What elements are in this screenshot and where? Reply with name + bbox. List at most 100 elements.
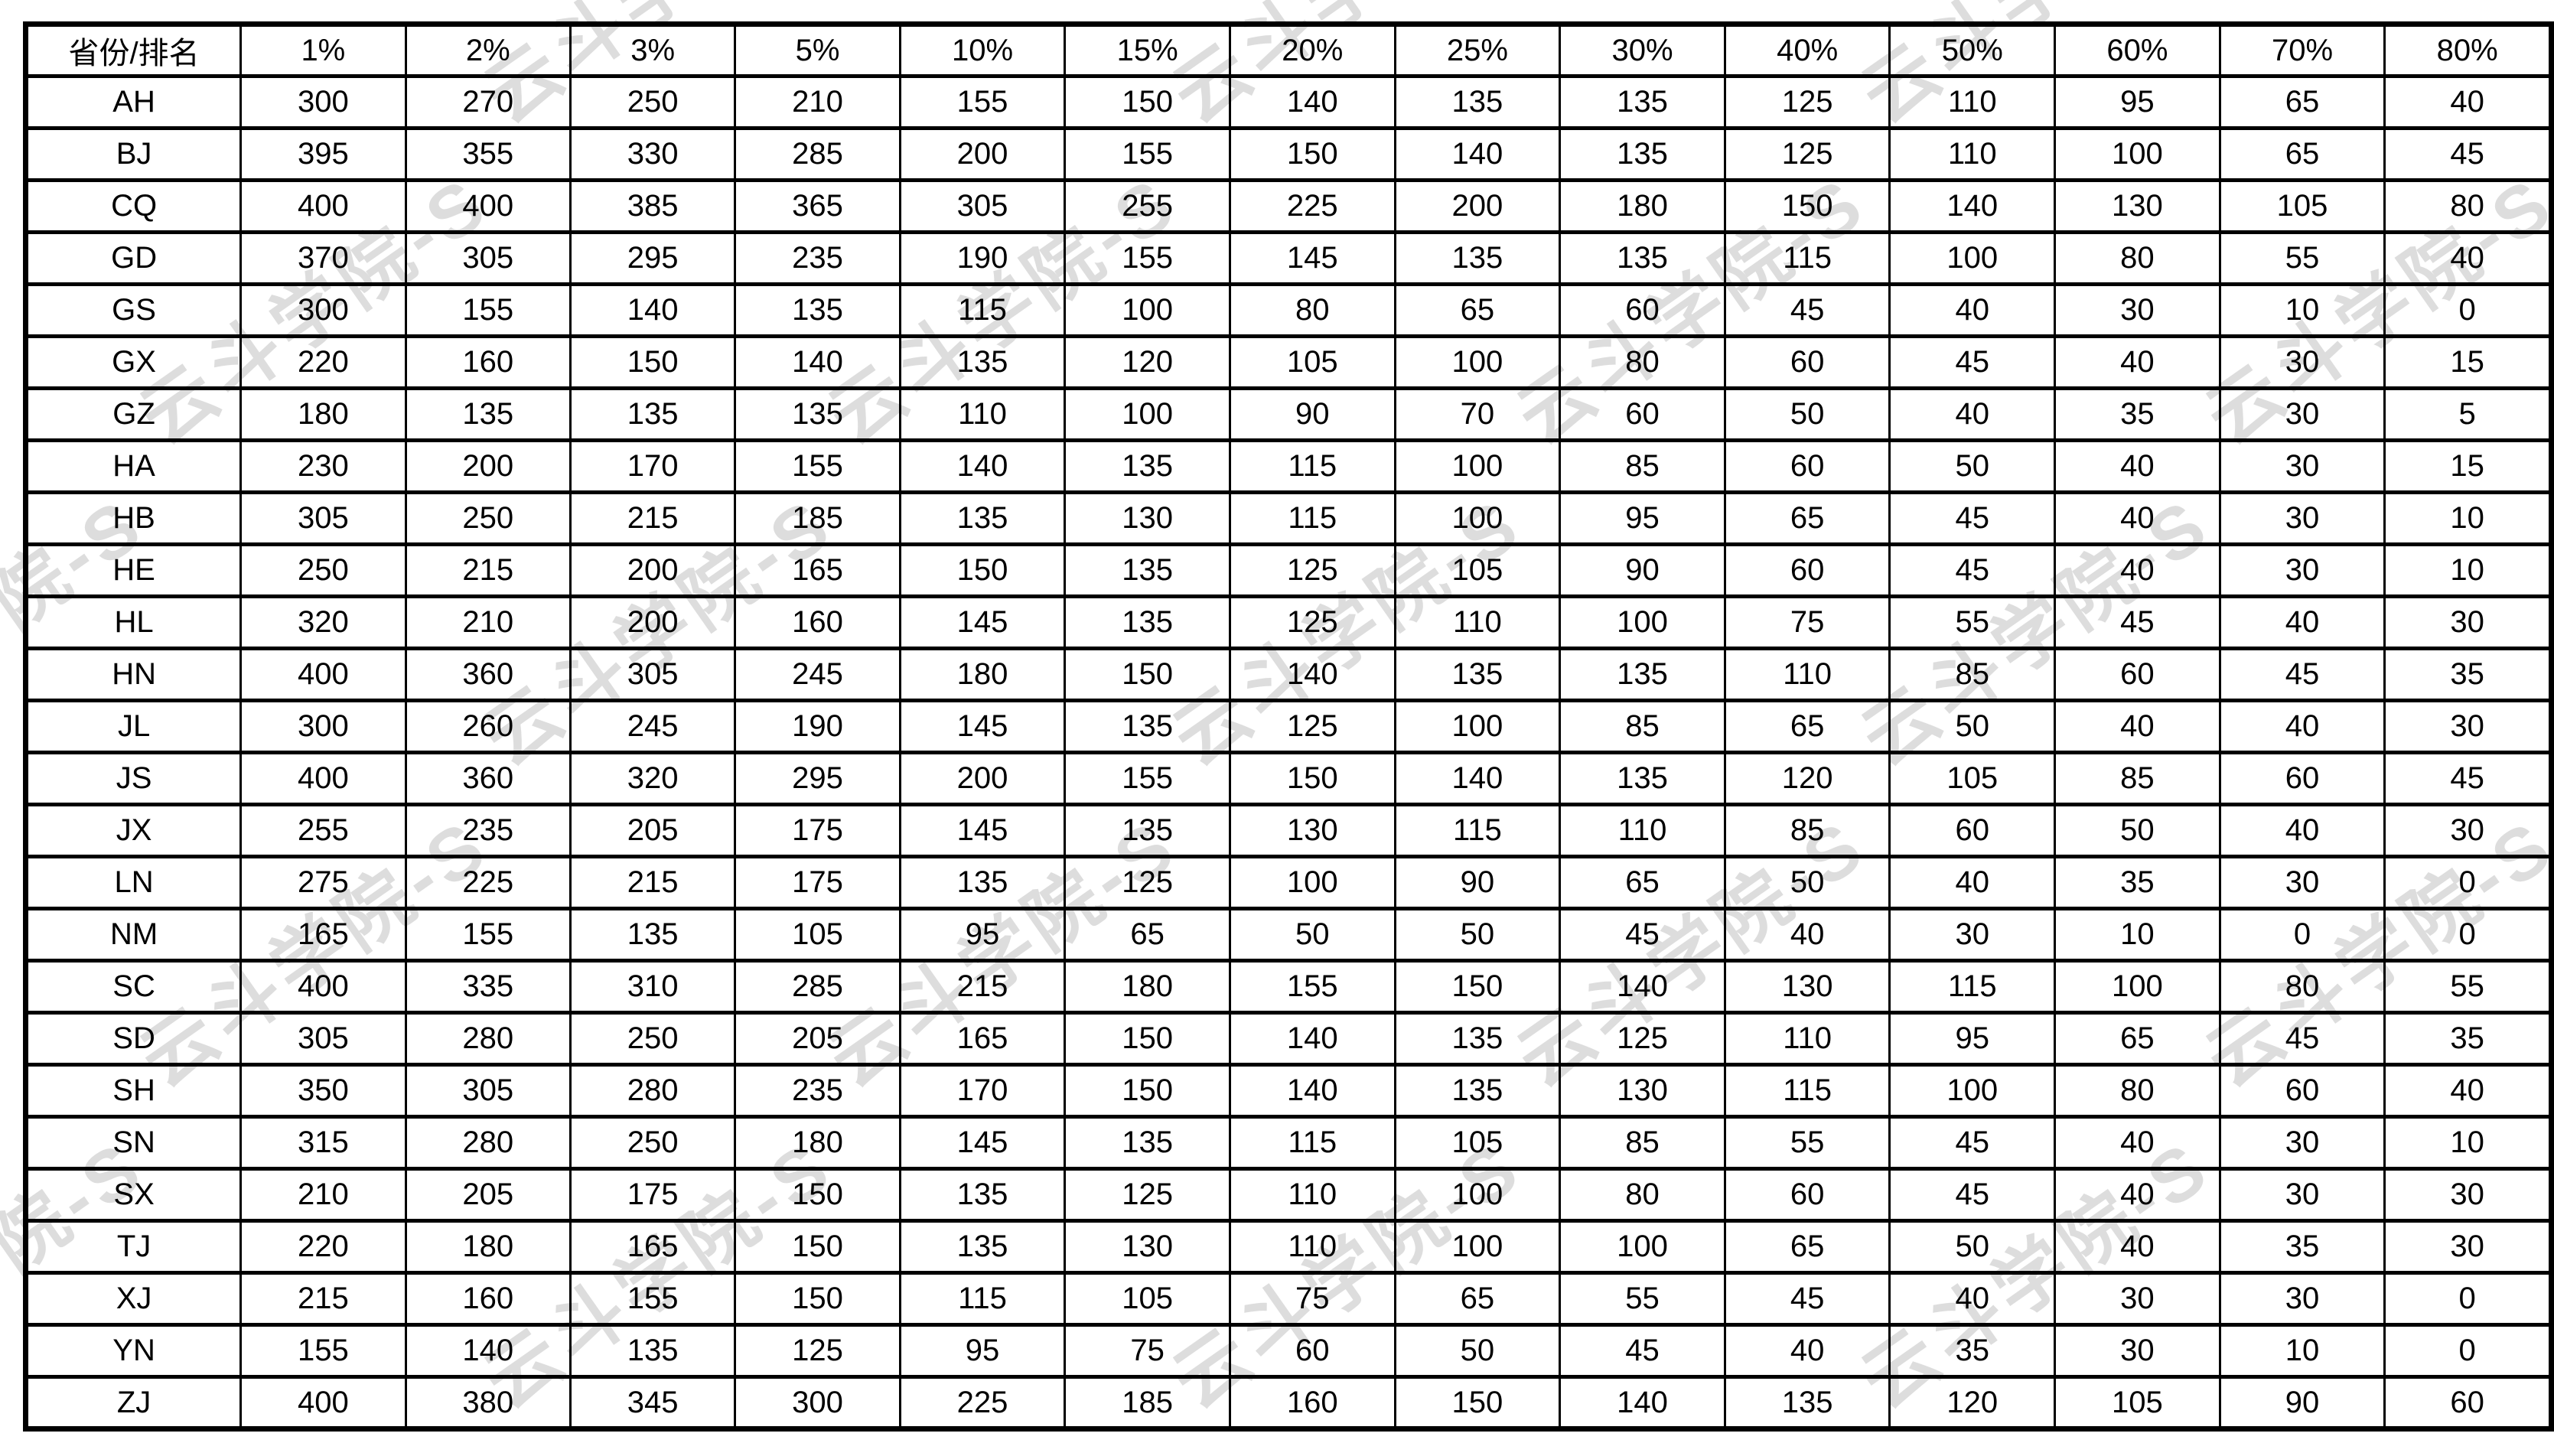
table-cell: 45	[1559, 907, 1726, 963]
table-cell: 10	[2383, 542, 2552, 598]
table-cell: 125	[1228, 594, 1396, 650]
table-cell: 275	[239, 855, 407, 910]
table-cell: 355	[404, 126, 572, 182]
table-cell: 65	[1559, 855, 1726, 910]
table-cell: 40	[1723, 1323, 1891, 1379]
column-header: 50%	[1888, 22, 2057, 78]
table-row: HB 305 250 215 185 135 130 115 100 95 65 45 40 30 10	[24, 490, 2552, 546]
table-cell: 45	[1888, 1167, 2057, 1223]
table-cell: 135	[1393, 1063, 1562, 1119]
table-row: JS 400 360 320 295 200 155 150 140 135 120 105 85 60 4…	[24, 751, 2552, 806]
table-cell: 155	[1064, 126, 1231, 182]
table-cell: 370	[239, 230, 407, 286]
table-cell: 125	[1228, 699, 1396, 754]
table-cell: 130	[1064, 1219, 1231, 1275]
table-row: JX 255 235 205 175 145 135 130 115 110 85 60 50 40 30	[24, 803, 2552, 858]
table-cell: 150	[1064, 1063, 1231, 1119]
header-row: 省份/排名 1% 2% 3% 5% 10% 15% 20% 25% 30% 40% 50% 60% 70…	[24, 22, 2552, 78]
table-cell: 220	[239, 334, 407, 390]
table-cell: 135	[1723, 1375, 1891, 1431]
table-cell: 180	[239, 386, 407, 442]
table-cell: 40	[2054, 542, 2221, 598]
table-cell: 100	[1393, 1167, 1562, 1223]
table-header: 省份/排名 1% 2% 3% 5% 10% 15% 20% 25% 30% 40% 50% 60% 70…	[24, 22, 2552, 78]
table-row: XJ 215 160 155 150 115 105 75 65 55 45 40 30 30 0	[24, 1271, 2552, 1327]
column-header: 10%	[898, 22, 1067, 78]
table-cell: 120	[1723, 751, 1891, 806]
province-label: LN	[24, 855, 243, 910]
table-row: GX 220 160 150 140 135 120 105 100 80 60 45 40 30 15	[24, 334, 2552, 390]
table-cell: 10	[2218, 282, 2386, 338]
table-cell: 60	[1723, 438, 1891, 494]
table-cell: 85	[1559, 699, 1726, 754]
province-label: BJ	[24, 126, 243, 182]
table-cell: 45	[2383, 126, 2552, 182]
table-cell: 360	[404, 647, 572, 702]
table-cell: 105	[1888, 751, 2057, 806]
table-cell: 115	[1723, 1063, 1891, 1119]
table-cell: 225	[1228, 178, 1396, 234]
table-cell: 50	[1888, 1219, 2057, 1275]
province-label: HB	[24, 490, 243, 546]
table-cell: 10	[2383, 490, 2552, 546]
table-cell: 150	[1393, 959, 1562, 1015]
table-cell: 10	[2383, 1115, 2552, 1171]
table-cell: 270	[404, 74, 572, 130]
table-cell: 170	[568, 438, 737, 494]
column-header: 40%	[1723, 22, 1891, 78]
province-label: SN	[24, 1115, 243, 1171]
table-row: TJ 220 180 165 150 135 130 110 100 100 65 50 40 35 30	[24, 1219, 2552, 1275]
table-row: HL 320 210 200 160 145 135 125 110 100 75 55 45 40 30	[24, 594, 2552, 650]
table-cell: 300	[239, 699, 407, 754]
table-cell: 40	[2383, 74, 2552, 130]
province-label: AH	[24, 74, 243, 130]
province-label: YN	[24, 1323, 243, 1379]
table-cell: 30	[1888, 907, 2057, 963]
table-row: BJ 395 355 330 285 200 155 150 140 135 125 110 100 65…	[24, 126, 2552, 182]
table-cell: 255	[239, 803, 407, 858]
table-cell: 235	[734, 230, 901, 286]
table-cell: 150	[1064, 74, 1231, 130]
table-cell: 135	[1393, 1011, 1562, 1067]
table-cell: 200	[898, 126, 1067, 182]
table-row: SN 315 280 250 180 145 135 115 105 85 55 45 40 30 10	[24, 1115, 2552, 1171]
table-cell: 110	[1228, 1167, 1396, 1223]
table-cell: 40	[2054, 1219, 2221, 1275]
province-label: ZJ	[24, 1375, 243, 1431]
table-cell: 170	[898, 1063, 1067, 1119]
table-cell: 115	[1228, 1115, 1396, 1171]
table-cell: 45	[1888, 1115, 2057, 1171]
province-label: HA	[24, 438, 243, 494]
table-cell: 115	[1228, 490, 1396, 546]
table-cell: 40	[1888, 1271, 2057, 1327]
table-cell: 220	[239, 1219, 407, 1275]
table-cell: 225	[404, 855, 572, 910]
table-cell: 0	[2218, 907, 2386, 963]
table-cell: 0	[2383, 855, 2552, 910]
table-cell: 185	[1064, 1375, 1231, 1431]
table-cell: 60	[1723, 1167, 1891, 1223]
table-cell: 135	[1559, 751, 1726, 806]
table-cell: 85	[1888, 647, 2057, 702]
table-cell: 50	[1888, 699, 2057, 754]
table-cell: 150	[734, 1271, 901, 1327]
table-cell: 205	[404, 1167, 572, 1223]
table-cell: 135	[404, 386, 572, 442]
table-cell: 145	[1228, 230, 1396, 286]
watermark-text: 云斗学院-S	[803, 1431, 1195, 1456]
province-label: JL	[24, 699, 243, 754]
table-cell: 50	[1393, 1323, 1562, 1379]
table-row: NM 165 155 135 105 95 65 50 50 45 40 30 10 0 0	[24, 907, 2552, 963]
table-cell: 60	[1228, 1323, 1396, 1379]
table-cell: 35	[2218, 1219, 2386, 1275]
table-cell: 135	[898, 490, 1067, 546]
table-cell: 80	[2218, 959, 2386, 1015]
table-cell: 260	[404, 699, 572, 754]
table-cell: 350	[239, 1063, 407, 1119]
table-cell: 10	[2054, 907, 2221, 963]
table-cell: 140	[404, 1323, 572, 1379]
table-cell: 135	[568, 386, 737, 442]
table-cell: 145	[898, 594, 1067, 650]
table-cell: 15	[2383, 438, 2552, 494]
table-cell: 385	[568, 178, 737, 234]
